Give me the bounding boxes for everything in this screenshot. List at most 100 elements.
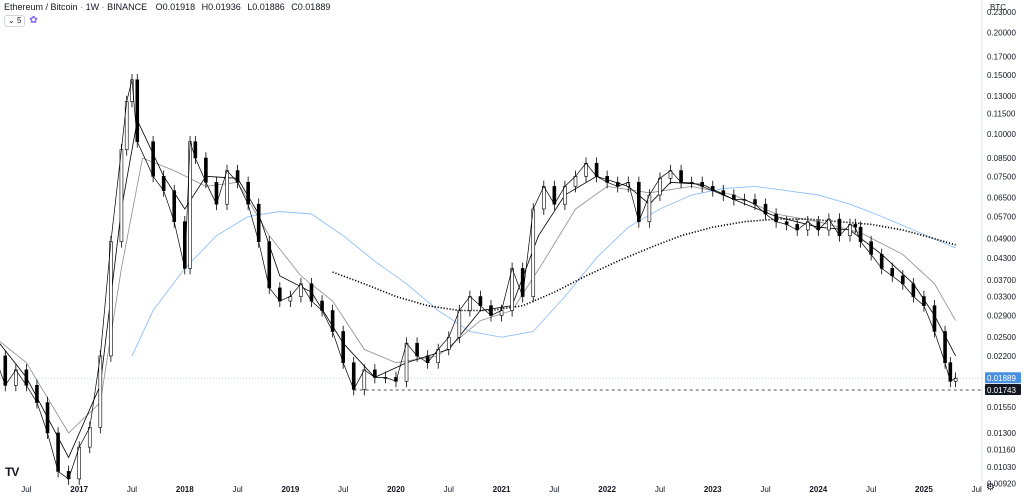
y-tick-label: 0.11500	[987, 110, 1016, 119]
indicator-count-button[interactable]: ⌄ 5	[4, 15, 26, 27]
y-tick-label: 0.13000	[987, 92, 1016, 101]
x-tick-label: Jul	[232, 485, 242, 494]
candle-body	[637, 182, 641, 223]
candle-body	[404, 342, 409, 382]
candle-body	[478, 296, 483, 306]
candle-body	[24, 369, 29, 386]
candle-body	[658, 177, 662, 196]
candle-body	[584, 162, 588, 177]
ma-dotted-line	[332, 218, 956, 312]
x-tick-label: Jul	[972, 485, 982, 494]
x-tick-label: Jul	[21, 485, 31, 494]
interval-label[interactable]: 1W	[85, 2, 100, 12]
y-tick-label: 0.10000	[987, 130, 1016, 139]
x-tick-label: Jul	[549, 485, 559, 494]
x-tick-label: 2022	[598, 485, 616, 494]
candle-body	[446, 336, 451, 350]
x-tick-label: 2023	[704, 485, 722, 494]
x-tick-label: Jul	[655, 485, 665, 494]
candle-body	[932, 305, 937, 332]
exchange-label: BINANCE	[107, 2, 148, 12]
x-tick-label: Jul	[127, 485, 137, 494]
candle-body	[119, 149, 124, 242]
high-value: H0.01936	[201, 2, 241, 12]
x-tick-label: 2018	[176, 485, 194, 494]
support-badge	[985, 384, 1021, 396]
candle-body	[647, 194, 652, 223]
candle-body	[267, 241, 272, 289]
candle-body	[415, 342, 419, 357]
x-tick-label: 2019	[281, 485, 299, 494]
candle-body	[161, 176, 166, 191]
candle-body	[35, 385, 39, 403]
y-tick-label: 0.01160	[987, 446, 1016, 455]
x-tick-label: 2025	[915, 485, 933, 494]
settings-icon[interactable]: ⚙	[986, 482, 995, 493]
y-tick-label: 0.01030	[987, 463, 1016, 472]
y-tick-label: 0.08500	[987, 154, 1016, 163]
y-tick-label: 0.03700	[987, 276, 1016, 285]
candle-body	[98, 355, 103, 428]
candle-body	[879, 254, 884, 269]
x-tick-label: Jul	[444, 485, 454, 494]
ma-fast-line	[0, 118, 956, 459]
candle-body	[953, 377, 958, 382]
candle-body	[489, 305, 493, 316]
candle-body	[869, 241, 873, 255]
candle-body	[45, 402, 50, 434]
candle-body	[573, 176, 578, 187]
close-value: C0.01889	[291, 2, 331, 12]
candle-body	[151, 141, 155, 177]
x-tick-label: 2024	[809, 485, 827, 494]
indicator-toolbar: ⌄ 5 ✿	[4, 15, 38, 27]
candle-body	[922, 296, 926, 306]
support-label: 0.01743	[987, 386, 1016, 395]
indicator-count: 5	[16, 16, 22, 25]
y-tick-label: 0.20000	[987, 29, 1016, 38]
price-line	[0, 79, 956, 480]
y-tick-label: 0.02500	[987, 333, 1016, 342]
candle-body	[309, 283, 314, 302]
candle-body	[541, 186, 546, 210]
candle-body	[246, 182, 250, 205]
x-tick-label: Jul	[866, 485, 876, 494]
last-price-badge	[985, 372, 1021, 384]
candle-body	[204, 157, 208, 183]
candle-body	[848, 224, 852, 236]
x-tick-label: 2017	[70, 485, 88, 494]
candle-body	[679, 170, 683, 183]
y-tick-label: 0.06500	[987, 193, 1016, 202]
candle-body	[77, 446, 81, 480]
candle-body	[14, 369, 18, 386]
candle-body	[362, 369, 367, 390]
gear-icon[interactable]: ✿	[29, 15, 38, 26]
y-tick-label: 0.15000	[987, 71, 1016, 80]
candle-body	[225, 170, 229, 205]
y-tick-label: 0.23000	[987, 8, 1016, 17]
last-price-label: 0.01889	[987, 374, 1016, 383]
candle-body	[341, 331, 345, 364]
candle-body	[56, 432, 60, 472]
y-tick-label: 0.02900	[987, 311, 1016, 320]
candle-body	[911, 283, 916, 297]
candle-body	[278, 287, 282, 302]
symbol-name[interactable]: Ethereum / Bitcoin	[4, 2, 78, 12]
candle-body	[943, 331, 947, 364]
candle-body	[552, 186, 557, 205]
x-tick-label: 2020	[387, 485, 405, 494]
y-tick-label: 0.00920	[987, 480, 1016, 489]
candle-body	[563, 186, 567, 205]
currency-label: BTC	[990, 3, 1006, 12]
candle-body	[457, 310, 462, 338]
candle-body	[594, 162, 599, 177]
low-value: L0.01886	[247, 2, 285, 12]
candle-body	[235, 170, 240, 183]
candle-body	[330, 310, 335, 332]
candle-body	[351, 362, 356, 390]
chart-header: Ethereum / Bitcoin · 1W · BINANCE O0.019…	[4, 2, 334, 12]
candle-body	[763, 203, 768, 215]
x-tick-label: Jul	[338, 485, 348, 494]
tradingview-logo-icon[interactable]: TV	[5, 465, 19, 479]
y-tick-label: 0.04900	[987, 235, 1016, 244]
